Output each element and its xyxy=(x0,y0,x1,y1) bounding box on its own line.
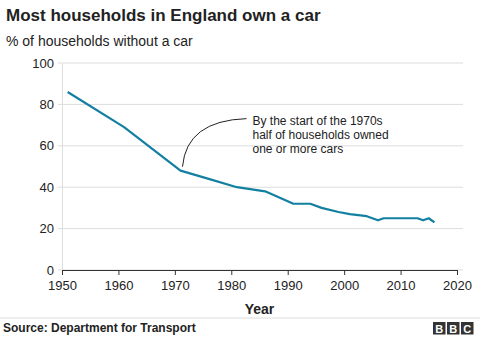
annotation-line: half of households owned xyxy=(253,128,389,142)
annotation-line: one or more cars xyxy=(253,142,344,156)
logo-letter: B xyxy=(435,323,443,335)
grid xyxy=(58,63,463,270)
x-tick-mark xyxy=(344,270,345,275)
x-tick-label: 1980 xyxy=(217,278,246,293)
x-tick-label: 1990 xyxy=(274,278,303,293)
annotation-pointer xyxy=(183,119,247,167)
x-tick-mark xyxy=(118,270,119,275)
logo-text: BBC xyxy=(435,323,471,335)
x-axis-title: Year xyxy=(245,301,275,317)
x-tick-label: 2010 xyxy=(387,278,416,293)
title: Most households in England own a car xyxy=(6,6,321,25)
logo-box xyxy=(447,322,460,335)
x-axis: 1950 1960 1970 1980 1990 2000 2010 2020 xyxy=(48,270,472,293)
x-tick-label: 2020 xyxy=(443,278,472,293)
y-tick: 60 xyxy=(40,138,62,153)
x-tick-mark xyxy=(288,270,289,275)
x-tick: 2010 xyxy=(387,270,416,293)
y-axis: 0 20 40 60 80 100 xyxy=(32,56,62,278)
x-tick-label: 1970 xyxy=(161,278,190,293)
x-tick: 1990 xyxy=(274,270,303,293)
x-tick: 1970 xyxy=(161,270,190,293)
logo-letter: C xyxy=(463,323,471,335)
series xyxy=(68,92,435,222)
logo-letter: B xyxy=(449,323,457,335)
y-tick: 20 xyxy=(40,221,62,236)
x-tick: 1960 xyxy=(104,270,133,293)
y-tick-label: 20 xyxy=(40,221,54,236)
grid-line xyxy=(58,63,463,64)
logo-box xyxy=(461,322,474,335)
y-tick-label: 60 xyxy=(40,138,54,153)
x-tick: 1980 xyxy=(217,270,246,293)
x-tick-label: 2000 xyxy=(330,278,359,293)
chart: Most households in England own a car % of… xyxy=(0,0,480,337)
x-tick: 1950 xyxy=(48,270,77,293)
annotation-line: By the start of the 1970s xyxy=(253,114,383,128)
x-tick: 2000 xyxy=(330,270,359,293)
grid-line xyxy=(58,104,463,105)
x-tick-mark xyxy=(62,270,63,275)
footer-rule xyxy=(0,318,480,319)
x-tick-mark xyxy=(457,270,458,275)
logo: BBC xyxy=(433,322,474,335)
y-tick-label: 0 xyxy=(47,263,54,278)
x-tick-label: 1960 xyxy=(104,278,133,293)
x-tick-label: 1950 xyxy=(48,278,77,293)
y-tick-label: 100 xyxy=(32,56,54,71)
grid-line xyxy=(58,187,463,188)
x-tick: 2020 xyxy=(443,270,472,293)
y-tick: 0 xyxy=(47,263,62,278)
y-tick: 80 xyxy=(40,97,62,112)
plot: 0 20 40 60 80 100 1950 1960 1970 1980 1990 2000 2010… xyxy=(32,56,472,294)
y-tick: 40 xyxy=(40,180,62,195)
x-tick-mark xyxy=(175,270,176,275)
y-tick-label: 40 xyxy=(40,180,54,195)
subtitle: % of households without a car xyxy=(6,33,193,49)
y-axis-line xyxy=(62,64,63,271)
x-tick-mark xyxy=(401,270,402,275)
grid-line xyxy=(58,228,463,229)
x-tick-mark xyxy=(231,270,232,275)
y-tick-label: 80 xyxy=(40,97,54,112)
annotation: By the start of the 1970shalf of househo… xyxy=(183,114,389,167)
source: Source: Department for Transport xyxy=(3,321,196,335)
y-tick: 100 xyxy=(32,56,62,71)
x-axis-line xyxy=(63,271,458,276)
data-line xyxy=(68,92,435,222)
annotation-text: By the start of the 1970shalf of househo… xyxy=(253,114,389,156)
logo-box xyxy=(433,322,446,335)
